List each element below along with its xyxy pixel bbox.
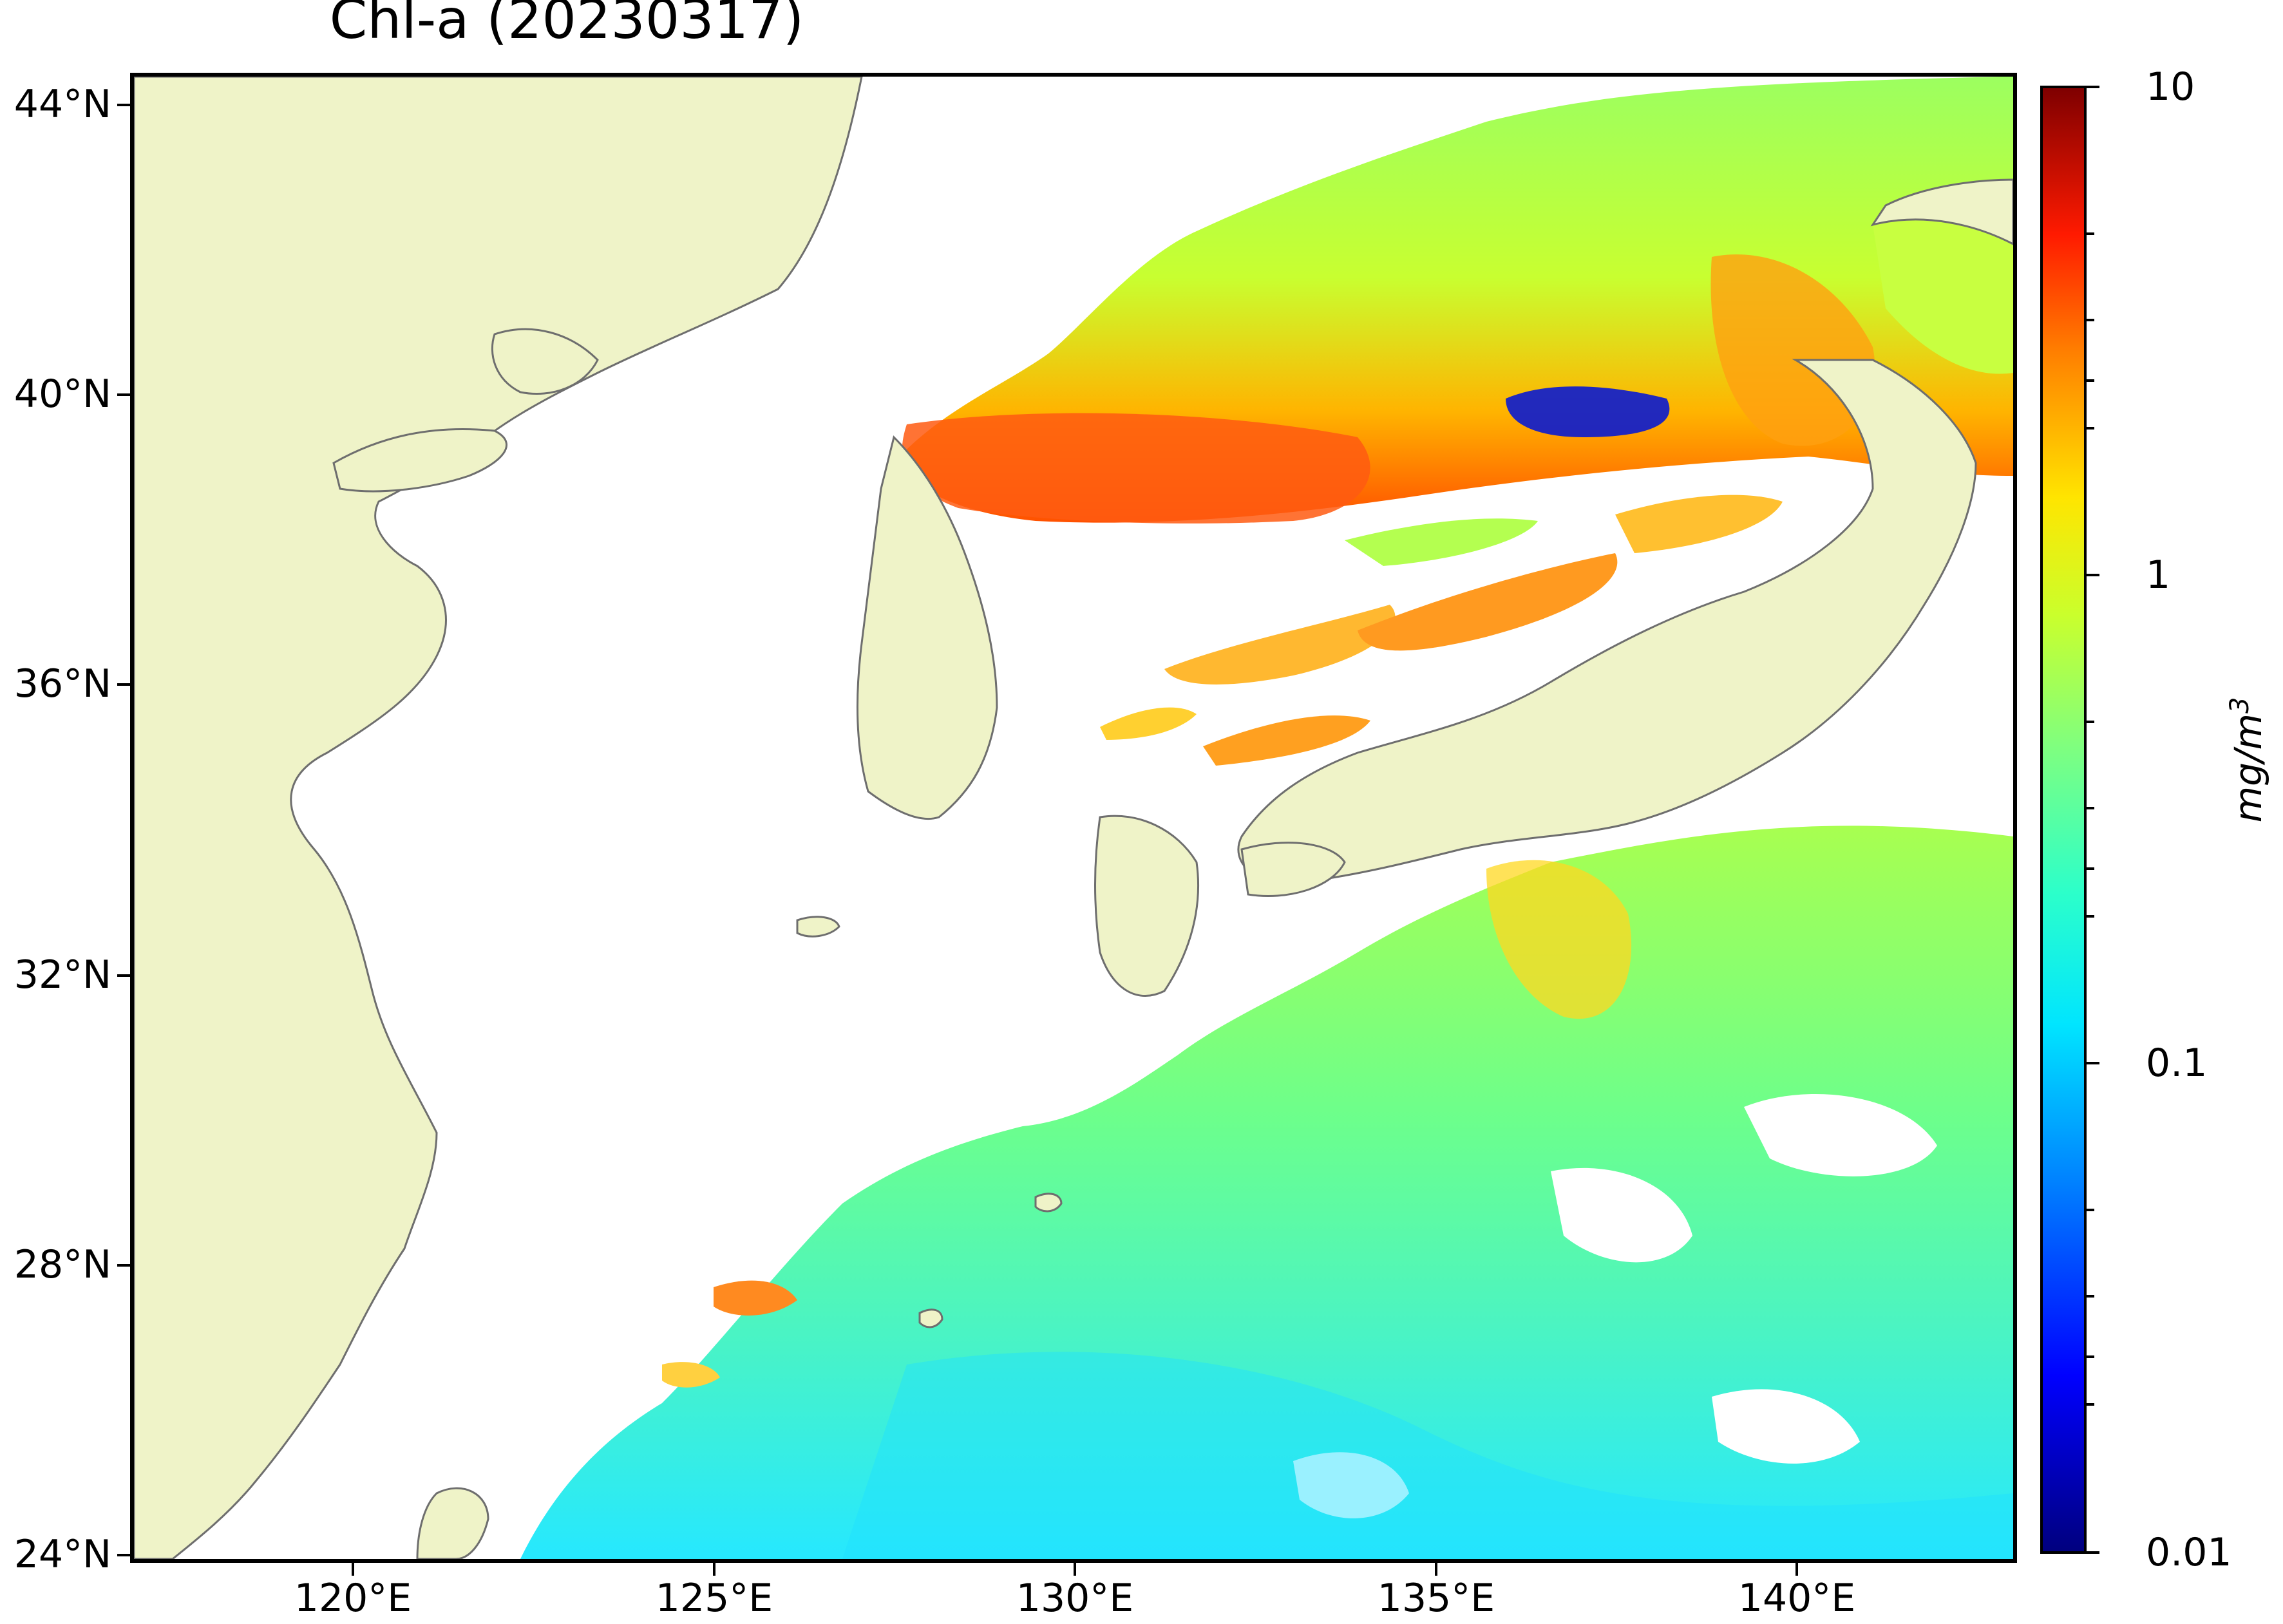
lon-tick bbox=[1074, 1563, 1076, 1576]
korea bbox=[856, 435, 998, 820]
lat-label-40n: 40°N bbox=[14, 372, 111, 417]
lon-label-125e: 125°E bbox=[655, 1576, 773, 1621]
lat-label-32n: 32°N bbox=[14, 952, 111, 997]
chl-swath-north bbox=[894, 77, 2013, 524]
okinawa-islands bbox=[918, 1193, 1063, 1328]
colorbar-minor-tick bbox=[2087, 1295, 2094, 1298]
liaodong-peninsula bbox=[491, 328, 599, 395]
colorbar-minor-tick bbox=[2087, 1403, 2094, 1406]
colorbar-minor-tick bbox=[2087, 232, 2094, 235]
colorbar-major-tick bbox=[2087, 1062, 2099, 1064]
colorbar-minor-tick bbox=[2087, 319, 2094, 321]
unit-text: mg/m bbox=[2226, 713, 2271, 823]
colorbar-minor-tick bbox=[2087, 427, 2094, 430]
lat-label-28n: 28°N bbox=[14, 1242, 111, 1287]
lon-label-130e: 130°E bbox=[1016, 1576, 1134, 1621]
lon-tick bbox=[1795, 1563, 1798, 1576]
lon-label-135e: 135°E bbox=[1377, 1576, 1495, 1621]
colorbar-major-tick bbox=[2087, 574, 2099, 576]
colorbar-label-0-01: 0.01 bbox=[2146, 1530, 2232, 1575]
taiwan bbox=[416, 1487, 489, 1559]
shikoku bbox=[1240, 842, 1346, 897]
colorbar-minor-tick bbox=[2087, 915, 2094, 918]
chl-streaks bbox=[1100, 495, 1783, 766]
shandong-peninsula bbox=[332, 428, 508, 493]
colorbar-unit-label: mg/m3 bbox=[2225, 697, 2270, 823]
colorbar bbox=[2040, 86, 2087, 1554]
unit-exponent: 3 bbox=[2224, 697, 2255, 714]
lon-label-120e: 120°E bbox=[294, 1576, 412, 1621]
colorbar-major-tick bbox=[2087, 86, 2099, 88]
mainland-asia bbox=[134, 77, 863, 1559]
lon-label-140e: 140°E bbox=[1738, 1576, 1856, 1621]
colorbar-major-tick bbox=[2087, 1551, 2099, 1554]
kyushu bbox=[1094, 815, 1199, 997]
colorbar-minor-tick bbox=[2087, 721, 2094, 723]
colorbar-minor-tick bbox=[2087, 1355, 2094, 1358]
colorbar-minor-tick bbox=[2087, 379, 2094, 382]
hokkaido bbox=[1870, 178, 2013, 245]
colorbar-minor-tick bbox=[2087, 867, 2094, 870]
lat-tick bbox=[117, 683, 130, 686]
lon-tick bbox=[1435, 1563, 1437, 1576]
lat-tick bbox=[117, 393, 130, 396]
chlorophyll-map bbox=[130, 73, 2017, 1563]
lat-tick bbox=[117, 104, 130, 106]
colorbar-label-10: 10 bbox=[2146, 64, 2195, 109]
jeju-island bbox=[796, 916, 840, 938]
lat-label-24n: 24°N bbox=[14, 1532, 111, 1577]
lon-tick bbox=[352, 1563, 354, 1576]
map-canvas bbox=[134, 77, 2013, 1559]
lat-tick bbox=[117, 974, 130, 977]
lat-label-44n: 44°N bbox=[14, 82, 111, 127]
colorbar-minor-tick bbox=[2087, 807, 2094, 809]
lat-tick bbox=[117, 1264, 130, 1267]
map-title: Chl-a (20230317) bbox=[329, 0, 804, 51]
colorbar-label-1: 1 bbox=[2146, 552, 2171, 598]
chl-swath-south bbox=[520, 826, 2013, 1559]
lat-label-36n: 36°N bbox=[14, 661, 111, 706]
lat-tick bbox=[117, 1554, 130, 1556]
colorbar-label-0-1: 0.1 bbox=[2146, 1041, 2208, 1086]
land bbox=[134, 77, 2013, 1559]
lon-tick bbox=[713, 1563, 715, 1576]
colorbar-minor-tick bbox=[2087, 1209, 2094, 1211]
